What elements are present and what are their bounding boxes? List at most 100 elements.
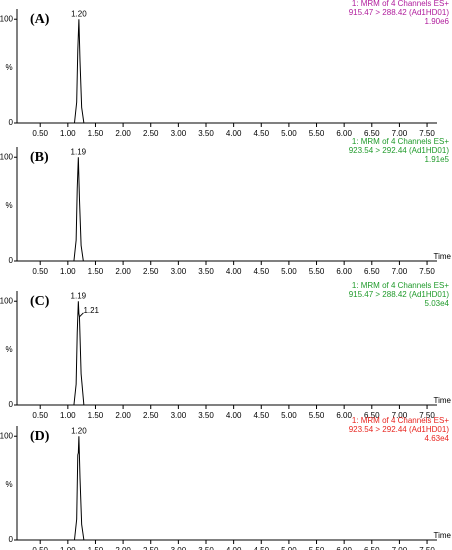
x-tick-label: 1.00 [60, 267, 76, 276]
y-axis-label: % [5, 63, 12, 72]
y-tick-label: 0 [9, 400, 14, 409]
x-tick-label: 0.50 [32, 129, 48, 138]
x-tick-label: 5.50 [309, 129, 325, 138]
x-tick-label: 7.50 [419, 546, 435, 550]
x-tick-label: 2.50 [143, 267, 159, 276]
x-tick-label: 7.50 [419, 267, 435, 276]
header-text: 915.47 > 288.42 (Ad1HD01) [349, 8, 450, 17]
x-tick-label: 5.50 [309, 267, 325, 276]
header-text: 1.90e6 [425, 17, 450, 26]
x-tick-label: 7.00 [392, 546, 408, 550]
x-tick-label: 1.00 [60, 411, 76, 420]
panel-label: (D) [30, 429, 50, 444]
x-tick-label: 2.00 [115, 129, 131, 138]
x-tick-label: 4.50 [253, 129, 269, 138]
panel-label: (C) [30, 294, 50, 309]
x-tick-label: 2.50 [143, 411, 159, 420]
x-tick-label: 4.50 [253, 267, 269, 276]
x-tick-label: 2.00 [115, 267, 131, 276]
x-tick-label: 1.50 [88, 267, 104, 276]
x-tick-label: 7.00 [392, 129, 408, 138]
y-tick-label: 100 [0, 296, 14, 305]
x-tick-label: 1.50 [88, 546, 104, 550]
y-tick-label: 100 [0, 14, 14, 23]
x-tick-label: 6.00 [336, 546, 352, 550]
y-axis-label: % [5, 345, 12, 354]
header-text: 923.54 > 292.44 (Ad1HD01) [349, 425, 450, 434]
header-text: 1.91e5 [425, 155, 450, 164]
x-tick-label: 5.00 [281, 546, 297, 550]
x-tick-label: 2.00 [115, 411, 131, 420]
x-tick-label: 1.50 [88, 129, 104, 138]
x-tick-label: 7.00 [392, 411, 408, 420]
x-tick-label: 4.00 [226, 129, 242, 138]
x-tick-label: 3.50 [198, 267, 214, 276]
x-tick-label: 7.50 [419, 129, 435, 138]
x-tick-label: 0.50 [32, 411, 48, 420]
peak-label: 1.19 [71, 291, 87, 300]
y-axis-label: % [5, 201, 12, 210]
header-text: 1: MRM of 4 Channels ES+ [352, 137, 449, 146]
x-tick-label: 3.00 [171, 546, 187, 550]
header-text: 1: MRM of 4 Channels ES+ [352, 0, 449, 8]
header-text: 915.47 > 288.42 (Ad1HD01) [349, 290, 450, 299]
x-tick-label: 1.50 [88, 411, 104, 420]
peak-label: 1.19 [71, 147, 87, 156]
header-text: 1: MRM of 4 Channels ES+ [352, 416, 449, 425]
x-tick-label: 5.00 [281, 411, 297, 420]
x-tick-label: 1.00 [60, 546, 76, 550]
x-tick-label: 2.50 [143, 129, 159, 138]
x-axis-label: Time [434, 252, 452, 261]
x-tick-label: 0.50 [32, 267, 48, 276]
x-tick-label: 3.00 [171, 411, 187, 420]
chromatogram-trace [17, 436, 437, 541]
peak-label: 1.20 [71, 426, 87, 435]
x-tick-label: 6.50 [364, 129, 380, 138]
x-tick-label: 1.00 [60, 129, 76, 138]
chromatogram-trace [17, 19, 437, 124]
y-axis-label: % [5, 480, 12, 489]
x-tick-label: 6.00 [336, 411, 352, 420]
x-tick-label: 2.50 [143, 546, 159, 550]
x-axis-label: Time [434, 531, 452, 540]
y-tick-label: 0 [9, 256, 14, 265]
x-tick-label: 6.00 [336, 129, 352, 138]
x-tick-label: 6.50 [364, 546, 380, 550]
x-tick-label: 4.00 [226, 267, 242, 276]
x-tick-label: 7.00 [392, 267, 408, 276]
peak-label-leader [79, 312, 84, 318]
x-tick-label: 6.50 [364, 267, 380, 276]
peak-label: 1.20 [71, 9, 87, 18]
peak-label: 1.21 [83, 306, 99, 315]
x-tick-label: 6.50 [364, 411, 380, 420]
x-tick-label: 5.00 [281, 129, 297, 138]
chromatogram-trace [17, 157, 437, 262]
x-tick-label: 3.00 [171, 129, 187, 138]
x-tick-label: 5.50 [309, 546, 325, 550]
header-text: 5.03e4 [425, 299, 450, 308]
y-tick-label: 0 [9, 118, 14, 127]
x-tick-label: 5.50 [309, 411, 325, 420]
x-tick-label: 4.50 [253, 411, 269, 420]
y-tick-label: 100 [0, 431, 14, 440]
x-tick-label: 0.50 [32, 546, 48, 550]
x-tick-label: 3.50 [198, 411, 214, 420]
y-tick-label: 100 [0, 152, 14, 161]
header-text: 1: MRM of 4 Channels ES+ [352, 281, 449, 290]
x-tick-label: 4.00 [226, 411, 242, 420]
x-tick-label: 4.00 [226, 546, 242, 550]
x-axis-label: Time [434, 396, 452, 405]
header-text: 4.63e4 [425, 434, 450, 443]
panel-label: (B) [30, 150, 49, 165]
x-tick-label: 3.00 [171, 267, 187, 276]
x-tick-label: 6.00 [336, 267, 352, 276]
chromatogram-trace [17, 301, 437, 406]
x-tick-label: 4.50 [253, 546, 269, 550]
x-tick-label: 7.50 [419, 411, 435, 420]
x-tick-label: 2.00 [115, 546, 131, 550]
x-tick-label: 3.50 [198, 129, 214, 138]
x-tick-label: 3.50 [198, 546, 214, 550]
header-text: 923.54 > 292.44 (Ad1HD01) [349, 146, 450, 155]
y-tick-label: 0 [9, 535, 14, 544]
